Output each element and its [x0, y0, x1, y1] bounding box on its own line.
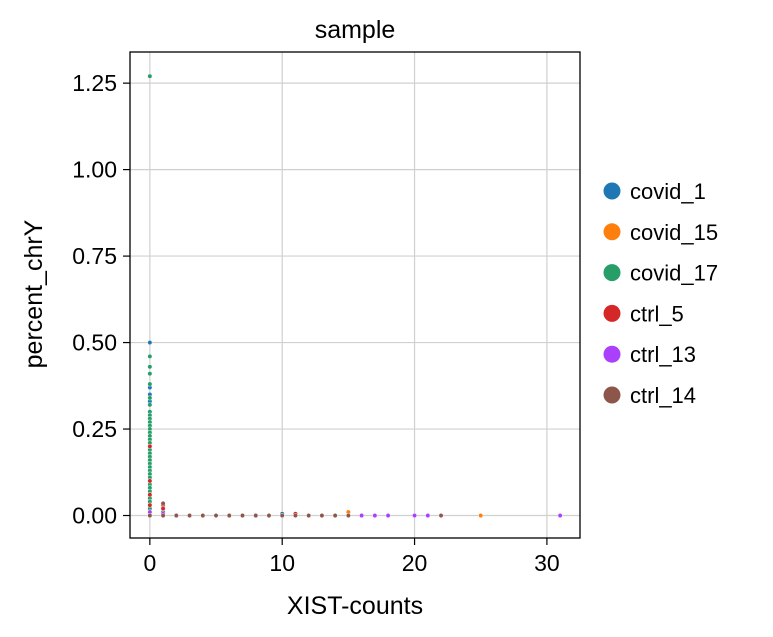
data-point: [147, 443, 153, 449]
legend-item-ctrl_13: ctrl_13: [603, 342, 696, 367]
legend-marker: [603, 264, 621, 282]
legend-label: covid_1: [630, 179, 706, 204]
data-points: [147, 73, 563, 518]
data-point: [240, 513, 245, 518]
data-point: [147, 353, 153, 359]
legend-item-ctrl_14: ctrl_14: [603, 383, 696, 408]
data-point: [147, 402, 153, 408]
y-tick-label: 0.25: [72, 416, 117, 442]
data-point: [372, 513, 378, 518]
data-point: [359, 513, 365, 518]
legend-label: ctrl_13: [630, 342, 696, 367]
x-axis-ticks: 0 10 20 30: [143, 538, 560, 576]
data-point: [279, 513, 285, 518]
series-ctrl_5: [147, 443, 325, 518]
y-tick-label: 0.00: [72, 503, 117, 529]
series-ctrl_13: [147, 509, 563, 518]
x-tick-label: 30: [534, 550, 560, 576]
x-tick-label: 20: [402, 550, 428, 576]
data-point: [160, 501, 166, 506]
y-tick-label: 0.50: [72, 330, 117, 356]
data-point: [173, 513, 179, 518]
legend-marker: [603, 386, 621, 404]
data-point: [213, 513, 219, 518]
x-tick-label: 10: [269, 550, 295, 576]
legend-marker: [603, 345, 621, 363]
legend-item-ctrl_5: ctrl_5: [603, 301, 684, 326]
legend-label: covid_17: [630, 261, 718, 286]
data-point: [345, 513, 351, 518]
legend-item-covid_17: covid_17: [603, 261, 718, 286]
data-point: [147, 381, 153, 387]
data-point: [147, 73, 153, 79]
legend-marker: [603, 304, 621, 322]
chart-title: sample: [315, 16, 396, 44]
plot-frame: [129, 51, 581, 539]
data-point: [160, 513, 166, 518]
legend: covid_1 covid_15 covid_17 ctrl_5 ctrl_13ctrl…: [603, 179, 718, 408]
series-ctrl_14: [147, 501, 444, 518]
data-point: [438, 513, 444, 518]
data-point: [147, 371, 153, 377]
data-point: [253, 513, 259, 518]
data-point: [147, 364, 153, 370]
grid-lines: [130, 52, 580, 538]
legend-marker: [603, 182, 621, 200]
legend-item-covid_15: covid_15: [603, 220, 718, 245]
data-point: [226, 513, 232, 518]
y-axis-label: percent_chrY: [20, 219, 48, 368]
data-point: [200, 513, 206, 518]
data-point: [160, 506, 166, 511]
series-covid_15: [147, 495, 484, 518]
data-point: [187, 513, 192, 518]
legend-marker: [603, 223, 621, 241]
data-point: [147, 492, 153, 498]
y-axis-ticks: 0.00 0.25 0.50 0.75 1.00 1.25: [72, 70, 130, 529]
data-point: [306, 513, 312, 518]
data-point: [147, 340, 153, 345]
y-tick-label: 1.25: [72, 70, 117, 96]
data-point: [332, 513, 338, 518]
legend-label: ctrl_14: [630, 383, 696, 408]
data-point: [266, 513, 272, 518]
y-tick-label: 0.75: [72, 243, 117, 269]
data-point: [385, 513, 391, 518]
data-point: [147, 478, 153, 484]
x-axis-label: XIST-counts: [287, 592, 423, 620]
data-point: [147, 395, 153, 401]
data-point: [293, 513, 298, 518]
series-covid_17: [147, 73, 338, 518]
data-point: [319, 513, 325, 518]
data-point: [147, 502, 153, 508]
legend-label: covid_15: [630, 220, 718, 245]
legend-label: ctrl_5: [630, 301, 684, 326]
data-point: [425, 513, 431, 518]
data-point: [557, 513, 563, 518]
data-point: [478, 513, 484, 518]
x-tick-label: 0: [143, 550, 156, 576]
legend-item-covid_1: covid_1: [603, 179, 706, 204]
data-point: [412, 513, 417, 518]
data-point: [147, 513, 153, 518]
y-tick-label: 1.00: [72, 157, 117, 183]
